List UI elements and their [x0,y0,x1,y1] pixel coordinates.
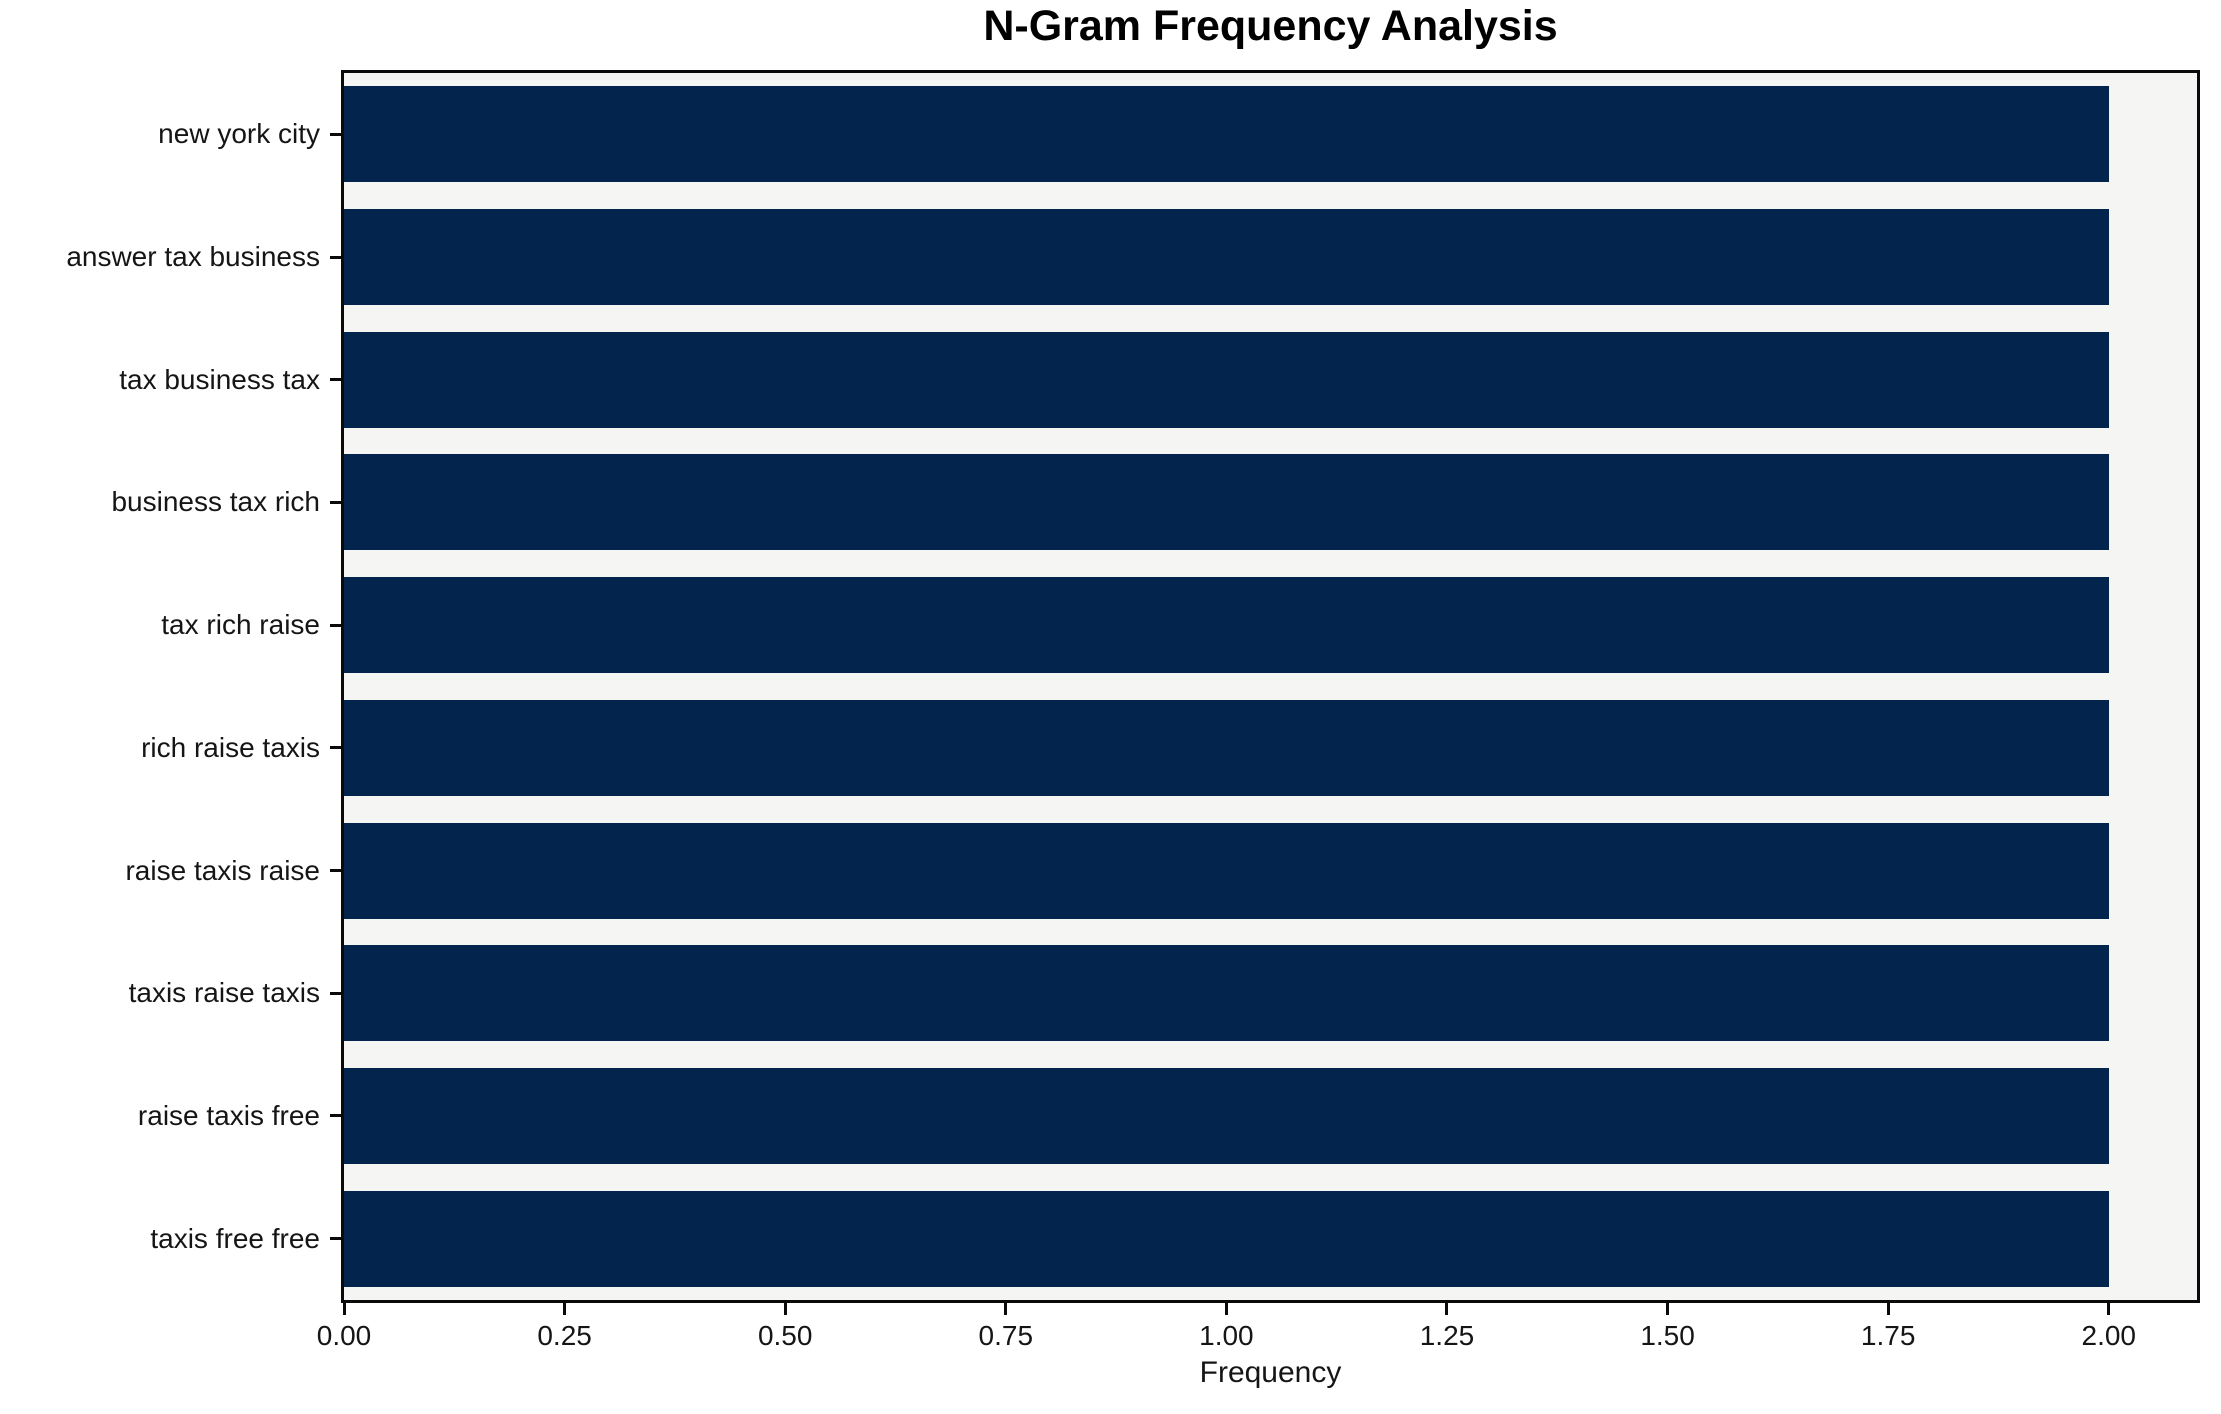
y-tick-label: raise taxis raise [125,854,320,886]
y-tick-mark [330,1237,341,1241]
y-tick-mark [330,378,341,382]
x-tick-label: 1.00 [1199,1320,1254,1351]
y-tick-mark [330,255,341,259]
y-tick-mark [330,991,341,995]
chart-title: N-Gram Frequency Analysis [983,2,1558,50]
y-tick-mark [330,869,341,873]
bar [344,945,2109,1042]
y-tick-label: taxis free free [150,1222,320,1254]
x-tick-label: 1.75 [1860,1320,1916,1351]
bar [344,699,2109,796]
bar [344,1067,2109,1164]
x-tick-mark [1445,1303,1449,1315]
x-tick-mark [1886,1303,1890,1315]
bar [344,1190,2109,1287]
x-tick-mark [563,1303,567,1315]
bar [344,577,2109,674]
x-tick-mark [1666,1303,1670,1315]
y-tick-label: rich raise taxis [141,731,320,763]
x-tick-label: 0.00 [316,1320,372,1351]
y-tick-label: tax business tax [119,363,320,395]
y-tick-mark [330,1114,341,1118]
bar [344,86,2109,183]
y-tick-mark [330,500,341,504]
x-tick-label: 0.25 [537,1320,592,1351]
bar [344,331,2109,428]
x-axis-label: Frequency [1199,1356,1342,1389]
y-tick-label: new york city [158,118,320,150]
x-tick-mark [783,1303,787,1315]
x-tick-label: 0.50 [757,1320,813,1351]
bar [344,454,2109,551]
y-tick-label: raise taxis free [137,1099,320,1131]
y-tick-label: answer tax business [66,241,320,273]
x-tick-mark [2107,1303,2111,1315]
y-tick-label: business tax rich [111,486,320,518]
x-tick-label: 1.25 [1419,1320,1475,1351]
y-tick-mark [330,132,341,136]
x-tick-mark [342,1303,346,1315]
plot-area [341,70,2200,1303]
x-tick-mark [1224,1303,1228,1315]
x-tick-label: 1.50 [1640,1320,1695,1351]
x-tick-label: 2.00 [2081,1320,2137,1351]
x-tick-label: 0.75 [978,1320,1034,1351]
y-tick-mark [330,746,341,750]
y-tick-label: taxis raise taxis [128,977,320,1009]
y-tick-label: tax rich raise [161,609,320,641]
x-tick-mark [1004,1303,1008,1315]
bar [344,209,2109,306]
y-tick-mark [330,623,341,627]
bar [344,822,2109,919]
